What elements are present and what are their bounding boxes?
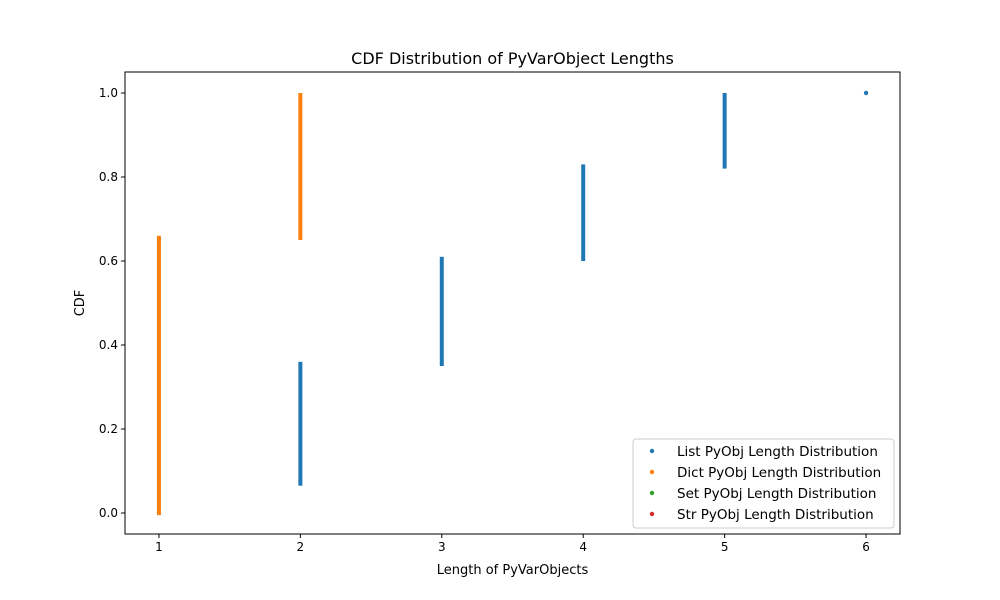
chart-title: CDF Distribution of PyVarObject Lengths bbox=[351, 49, 674, 68]
x-axis-label: Length of PyVarObjects bbox=[437, 563, 589, 578]
y-tick-label: 0.8 bbox=[99, 170, 118, 184]
list-point-column bbox=[439, 256, 444, 366]
y-tick-label: 0.2 bbox=[99, 422, 118, 436]
legend-marker-list bbox=[649, 448, 655, 454]
list-point bbox=[863, 90, 869, 96]
x-axis-ticks: 1 2 3 4 5 6 bbox=[155, 534, 870, 554]
list-point-column bbox=[581, 164, 586, 261]
legend-label-str: Str PyObj Length Distribution bbox=[677, 507, 874, 523]
x-tick-label: 6 bbox=[862, 540, 870, 554]
dict-point-column bbox=[156, 235, 161, 516]
y-tick-label: 1.0 bbox=[99, 86, 118, 100]
legend-marker-dict bbox=[649, 469, 655, 475]
legend: List PyObj Length Distribution Dict PyObj… bbox=[632, 438, 895, 529]
list-point-column bbox=[298, 361, 303, 486]
legend-label-set: Set PyObj Length Distribution bbox=[677, 486, 876, 502]
y-tick-label: 0.4 bbox=[99, 338, 118, 352]
plot-frame bbox=[124, 71, 901, 535]
y-axis-label: CDF bbox=[73, 290, 88, 317]
legend-label-dict: Dict PyObj Length Distribution bbox=[677, 465, 881, 481]
dict-point-column bbox=[298, 93, 303, 240]
x-tick-label: 2 bbox=[297, 540, 305, 554]
x-tick-label: 5 bbox=[721, 540, 729, 554]
legend-box bbox=[632, 438, 895, 529]
list-point-column bbox=[722, 93, 727, 169]
x-tick-label: 1 bbox=[155, 540, 163, 554]
y-tick-label: 0.6 bbox=[99, 254, 118, 268]
y-tick-label: 0.0 bbox=[99, 506, 118, 520]
x-tick-label: 4 bbox=[579, 540, 587, 554]
x-tick-label: 3 bbox=[438, 540, 446, 554]
legend-marker-set bbox=[649, 490, 655, 496]
chart-marks bbox=[156, 90, 869, 516]
legend-marker-str bbox=[649, 511, 655, 517]
legend-label-list: List PyObj Length Distribution bbox=[677, 444, 878, 460]
y-axis-ticks: 0.0 0.2 0.4 0.6 0.8 1.0 bbox=[99, 86, 125, 520]
